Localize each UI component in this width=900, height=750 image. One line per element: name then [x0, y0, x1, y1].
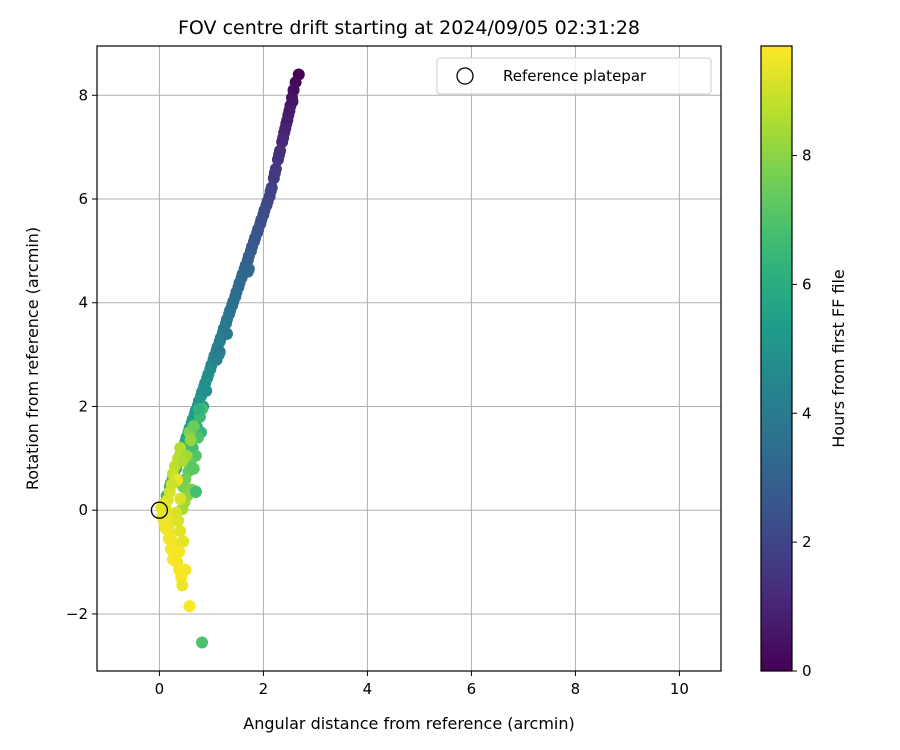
data-point — [245, 240, 258, 253]
colorbar-tick-label: 0 — [802, 662, 812, 680]
data-point — [187, 462, 200, 475]
data-point — [196, 636, 209, 649]
data-point — [162, 532, 175, 545]
data-point — [173, 545, 186, 558]
data-point — [189, 486, 202, 499]
data-point — [183, 600, 196, 613]
data-point — [200, 384, 213, 397]
data-point — [177, 535, 190, 548]
plot-frame — [96, 45, 722, 672]
chart-title: FOV centre drift starting at 2024/09/05 … — [178, 17, 640, 39]
data-point — [176, 579, 189, 592]
x-tick-label: 6 — [467, 680, 477, 698]
colorbar-tick-label: 8 — [802, 147, 812, 165]
data-point — [242, 250, 255, 263]
data-point — [192, 403, 205, 416]
data-point — [221, 313, 233, 326]
data-point — [174, 524, 187, 537]
data-point — [277, 131, 290, 144]
data-point — [174, 492, 187, 505]
data-point — [187, 420, 200, 433]
x-tick-label: 10 — [670, 680, 689, 698]
y-tick-label: 8 — [78, 86, 88, 104]
colorbar-label: Hours from first FF file — [829, 269, 848, 448]
x-tick-label: 8 — [571, 680, 581, 698]
data-point — [221, 327, 233, 340]
data-point — [283, 104, 296, 117]
data-point — [170, 506, 183, 519]
data-point — [286, 95, 299, 108]
legend-marker — [456, 67, 474, 85]
x-axis-title: Angular distance from reference (arcmin) — [243, 714, 574, 733]
legend-label: Reference platepar — [503, 67, 647, 85]
data-point — [233, 277, 246, 290]
data-point — [210, 353, 223, 366]
data-point — [264, 185, 277, 198]
data-point — [268, 167, 281, 180]
y-tick-label: −2 — [66, 605, 88, 623]
colorbar-tick-label: 4 — [802, 404, 812, 422]
data-point — [273, 148, 285, 161]
colorbar — [760, 45, 793, 672]
colorbar-tick-label: 6 — [802, 275, 812, 293]
data-point — [176, 454, 189, 467]
x-tick-label: 2 — [259, 680, 269, 698]
y-tick-label: 4 — [78, 294, 88, 312]
colorbar-tick-label: 2 — [802, 533, 812, 551]
y-axis-title: Rotation from reference (arcmin) — [23, 227, 42, 490]
data-point — [179, 563, 192, 576]
y-tick-label: 2 — [78, 397, 88, 415]
plot-area — [97, 46, 721, 671]
reference-marker — [150, 501, 169, 519]
data-point — [258, 204, 271, 217]
data-point — [255, 213, 268, 226]
data-point — [184, 434, 197, 447]
data-point — [279, 122, 292, 135]
data-point — [242, 263, 255, 276]
y-tick-label: 0 — [78, 501, 88, 519]
x-tick-label: 0 — [155, 680, 165, 698]
data-point — [230, 286, 243, 299]
y-tick-label: 6 — [78, 190, 88, 208]
legend-box — [436, 57, 712, 95]
x-tick-label: 4 — [363, 680, 373, 698]
